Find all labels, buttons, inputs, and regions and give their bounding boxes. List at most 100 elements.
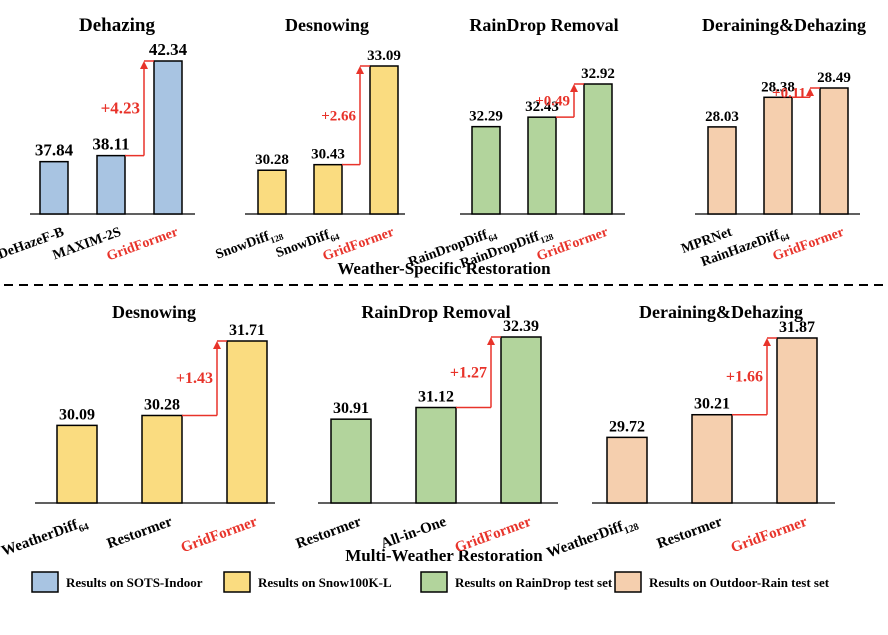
chart-panel: Deraining&Dehazing28.03MPRNet28.38RainHa… [679, 15, 866, 272]
chart-panel: Dehazing37.84DeHazeF-B38.11MAXIM-2S42.34… [0, 15, 195, 264]
value-label: 30.21 [694, 396, 730, 413]
category-subscript: 64 [77, 521, 90, 535]
gain-arrow-head [356, 66, 364, 74]
legend-item: Results on SOTS-Indoor [31, 571, 203, 593]
chart-panel: Desnowing 30.09 WeatherDiff64 30.28 Restorme… [0, 302, 275, 562]
bar [415, 406, 457, 504]
gain-arrow-head [213, 341, 221, 349]
value-label: 42.34 [149, 40, 188, 59]
legend-label: Results on Snow100K-L [258, 575, 392, 590]
chart-title: Desnowing [112, 302, 196, 322]
legend-label: Results on SOTS-Indoor [66, 575, 203, 590]
legend-label: Results on Outdoor-Rain test set [649, 575, 830, 590]
chart-panel: RainDrop Removal32.29RainDropDiff6432.43… [407, 15, 625, 274]
value-label: 31.87 [779, 319, 815, 336]
bar [471, 125, 501, 215]
category-label: GridFormer [729, 514, 810, 557]
category-subscript: 128 [623, 521, 641, 536]
gain-label: +1.27 [450, 364, 487, 381]
category-label: SnowDiff128 [214, 225, 286, 265]
category-subscript: 64 [329, 231, 341, 244]
gain-arrow-head [570, 84, 578, 92]
bar [257, 169, 287, 215]
legend-item: Results on Outdoor-Rain test set [614, 571, 830, 593]
chart-panel: Deraining&Dehazing 29.72 WeatherDiff128 30.… [545, 302, 835, 564]
bar [707, 126, 737, 215]
value-label: 28.49 [817, 70, 851, 86]
chart-title: Deraining&Dehazing [702, 15, 866, 35]
bar [330, 418, 372, 504]
bar [96, 154, 126, 215]
legend-swatch [614, 571, 642, 593]
bar [819, 87, 849, 215]
bar [313, 163, 343, 215]
value-label: 32.29 [469, 109, 503, 125]
value-label: 30.09 [59, 406, 95, 423]
gain-label: +1.43 [176, 370, 213, 387]
value-label: 31.12 [418, 389, 454, 406]
legend-swatch [420, 571, 448, 593]
legend-swatch [31, 571, 59, 593]
value-label: 33.09 [367, 48, 401, 64]
bar [226, 340, 268, 504]
category-label: GridFormer [771, 225, 846, 265]
category-subscript: 128 [539, 231, 556, 245]
chart-panel: RainDrop Removal30.91Restormer31.12All-i… [294, 302, 558, 556]
bar [763, 96, 793, 215]
gain-label: +0.49 [535, 94, 570, 110]
section-title-top: Weather-Specific Restoration [337, 259, 551, 278]
legend-label: Results on RainDrop test set [455, 575, 613, 590]
value-label: 30.28 [144, 396, 180, 413]
value-label: 30.28 [255, 152, 289, 168]
value-label: 31.71 [229, 322, 265, 339]
category-label: WeatherDiff128 [545, 514, 641, 564]
category-label: Restormer [655, 514, 725, 553]
bar [776, 337, 818, 504]
gain-arrow-head [140, 61, 148, 69]
bar [691, 413, 733, 504]
gain-label: +4.23 [101, 98, 140, 117]
bar [527, 116, 557, 215]
chart-title: RainDrop Removal [469, 15, 618, 35]
gain-arrow-head [487, 337, 495, 345]
bar [141, 414, 183, 504]
value-label: 28.03 [705, 109, 739, 125]
bar [56, 424, 98, 504]
value-label: 28.38 [761, 79, 795, 95]
section-title-bottom: Multi-Weather Restoration [345, 546, 543, 565]
legend-swatch [223, 571, 251, 593]
chart-panel: Desnowing30.28SnowDiff12830.43SnowDiff64… [214, 15, 405, 265]
gain-label: +0.11 [772, 86, 806, 102]
category-subscript: 128 [269, 231, 286, 245]
chart-title: Desnowing [285, 15, 369, 35]
value-label: 32.43 [525, 99, 559, 115]
bar [369, 65, 399, 215]
bar [583, 83, 613, 215]
category-subscript: 64 [779, 231, 791, 244]
category-label: WeatherDiff64 [0, 514, 91, 563]
charts: Dehazing37.84DeHazeF-B38.11MAXIM-2S42.34… [0, 15, 866, 564]
category-subscript: 64 [487, 231, 499, 244]
gain-arrow-head [763, 338, 771, 346]
category-label: Restormer [105, 514, 175, 553]
value-label: 38.11 [92, 135, 129, 154]
value-label: 30.43 [311, 147, 345, 163]
chart-title: Deraining&Dehazing [639, 302, 803, 322]
bar [500, 336, 542, 504]
gain-arrow-head [806, 88, 814, 96]
bar [39, 160, 69, 215]
value-label: 32.39 [503, 318, 539, 335]
gain-label: +1.66 [726, 368, 763, 385]
chart-title: Dehazing [79, 15, 156, 36]
legend-item: Results on Snow100K-L [223, 571, 392, 593]
value-label: 32.92 [581, 66, 615, 82]
value-label: 30.91 [333, 400, 369, 417]
legend: Results on SOTS-Indoor Results on Snow100… [31, 571, 830, 593]
value-label: 29.72 [609, 418, 645, 435]
bar [606, 436, 648, 504]
bar [153, 60, 183, 215]
category-label: GridFormer [535, 225, 610, 265]
value-label: 37.84 [35, 141, 74, 160]
